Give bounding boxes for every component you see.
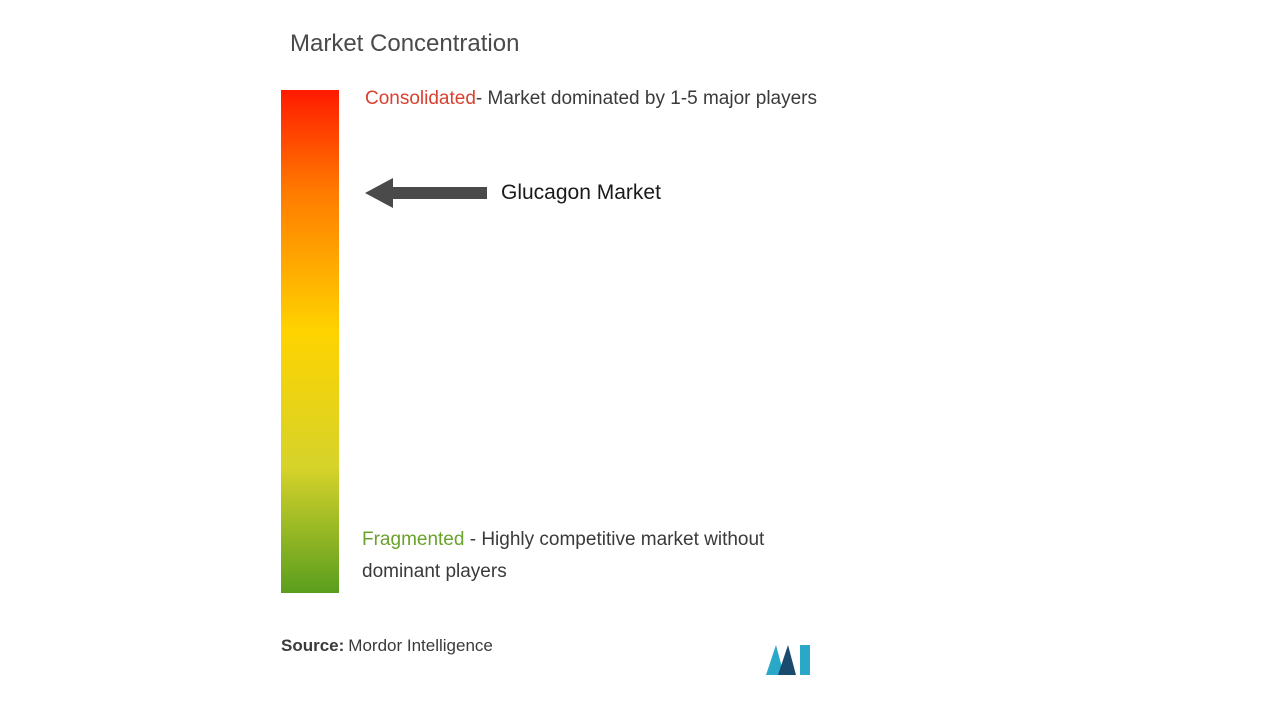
concentration-scale-bar xyxy=(281,90,339,593)
source-prefix: Source: xyxy=(281,636,344,655)
arrow-left-icon xyxy=(365,178,487,208)
market-marker: Glucagon Market xyxy=(365,178,661,208)
source-name: Mordor Intelligence xyxy=(348,636,493,655)
consolidated-desc: - Market dominated by 1-5 major players xyxy=(476,88,817,109)
market-name-label: Glucagon Market xyxy=(501,181,661,205)
mordor-logo-icon xyxy=(766,645,812,675)
consolidated-label: Consolidated xyxy=(365,88,476,109)
consolidated-label-row: Consolidated- Market dominated by 1-5 ma… xyxy=(365,88,817,110)
fragmented-label-row: Fragmented - Highly competitive market w… xyxy=(362,524,792,589)
fragmented-label: Fragmented xyxy=(362,529,464,550)
page-title: Market Concentration xyxy=(290,30,519,58)
source-attribution: Source:Mordor Intelligence xyxy=(281,636,493,656)
